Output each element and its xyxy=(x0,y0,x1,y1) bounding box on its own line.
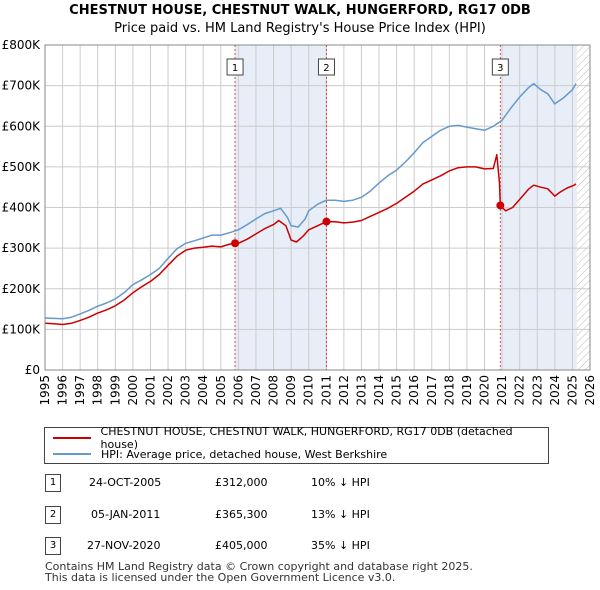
transaction-date: 05-JAN-2011 xyxy=(91,508,161,521)
transaction-number: 3 xyxy=(45,537,61,555)
x-tick-label: 1999 xyxy=(108,375,122,406)
y-tick-label: £500K xyxy=(2,160,42,174)
transaction-price: £405,000 xyxy=(215,539,268,552)
x-tick-label: 2008 xyxy=(267,375,281,406)
sale-label: 1 xyxy=(232,63,238,74)
x-tick-label: 1995 xyxy=(38,375,52,406)
x-tick-label: 2011 xyxy=(319,375,333,406)
sale-label-box xyxy=(226,58,244,76)
price-chart: 1 2 3 £0 £100K £200K £300K £400K £500K £600K £700… xyxy=(2,38,597,406)
sale-label-box xyxy=(491,58,509,76)
chart-title: CHESTNUT HOUSE, CHESTNUT WALK, HUNGERFOR… xyxy=(69,3,531,18)
x-tick-label: 2026 xyxy=(583,375,597,406)
sale-label: 3 xyxy=(497,63,503,74)
y-tick-label: £100K xyxy=(2,322,42,336)
y-tick-label: £300K xyxy=(2,241,42,255)
y-tick-label: £700K xyxy=(2,79,42,93)
transaction-date: 27-NOV-2020 xyxy=(87,539,161,552)
footer: Contains HM Land Registry data © Crown c… xyxy=(45,561,473,583)
x-tick-label: 2003 xyxy=(179,375,193,406)
x-tick-label: 1997 xyxy=(73,375,87,406)
sale-label-box xyxy=(317,58,335,76)
transaction-hpi: 13% ↓ HPI xyxy=(311,508,370,521)
x-tick-label: 2010 xyxy=(302,375,316,406)
legend-label-hpi: HPI: Average price, detached house, West… xyxy=(101,447,388,461)
x-tick-label: 2018 xyxy=(442,375,456,406)
transaction-price: £365,300 xyxy=(215,508,268,521)
x-tick-label: 2007 xyxy=(249,375,263,406)
legend-line-property xyxy=(53,437,91,439)
x-tick-label: 2024 xyxy=(548,375,562,406)
transaction-number: 2 xyxy=(45,506,61,524)
transaction-hpi: 35% ↓ HPI xyxy=(311,539,370,552)
x-tick-label: 2009 xyxy=(284,375,298,406)
sale-point xyxy=(322,217,331,226)
x-tick-label: 2013 xyxy=(354,375,368,406)
legend-line-hpi xyxy=(53,453,91,455)
x-tick-label: 2025 xyxy=(565,375,579,406)
x-tick-label: 2005 xyxy=(214,375,228,406)
sale-point xyxy=(231,239,240,248)
hpi-series-line xyxy=(45,82,577,320)
transaction-number: 1 xyxy=(45,474,61,492)
sale-label: 2 xyxy=(323,63,329,74)
x-tick-label: 2023 xyxy=(530,375,544,406)
y-tick-label: £200K xyxy=(2,282,42,296)
x-tick-label: 2017 xyxy=(425,375,439,406)
x-tick-label: 2020 xyxy=(478,375,492,406)
transaction-price: £312,000 xyxy=(215,476,268,489)
transaction-date: 24-OCT-2005 xyxy=(89,476,162,489)
legend-item-property: CHESTNUT HOUSE, CHESTNUT WALK, HUNGERFOR… xyxy=(53,425,548,451)
x-tick-label: 2015 xyxy=(390,375,404,406)
x-tick-label: 2014 xyxy=(372,375,386,406)
legend: CHESTNUT HOUSE, CHESTNUT WALK, HUNGERFOR… xyxy=(44,425,549,464)
legend-item-hpi: HPI: Average price, detached house, West… xyxy=(53,446,387,462)
x-tick-label: 2006 xyxy=(231,375,245,406)
x-tick-label: 2016 xyxy=(407,375,421,406)
x-tick-label: 2021 xyxy=(495,375,509,406)
x-tick-label: 2012 xyxy=(337,375,351,406)
footer-copyright: Contains HM Land Registry data © Crown c… xyxy=(45,560,473,573)
x-tick-label: 2001 xyxy=(143,375,157,406)
y-tick-label: £0 xyxy=(25,363,40,377)
transaction-hpi: 10% ↓ HPI xyxy=(311,476,370,489)
sale-point xyxy=(496,201,505,210)
x-tick-label: 1998 xyxy=(91,375,105,406)
y-tick-label: £400K xyxy=(2,201,42,215)
footer-license: This data is licensed under the Open Gov… xyxy=(45,571,396,584)
y-tick-label: £600K xyxy=(2,119,42,133)
chart-subtitle: Price paid vs. HM Land Registry's House … xyxy=(114,21,486,36)
x-tick-label: 1996 xyxy=(56,375,70,406)
x-tick-label: 2004 xyxy=(196,375,210,406)
plot-frame xyxy=(44,44,591,371)
x-tick-label: 2022 xyxy=(513,375,527,406)
x-tick-label: 2002 xyxy=(161,375,175,406)
y-tick-label: £800K xyxy=(2,38,42,52)
legend-label-property: CHESTNUT HOUSE, CHESTNUT WALK, HUNGERFOR… xyxy=(100,425,513,451)
x-tick-label: 2000 xyxy=(126,375,140,406)
x-tick-label: 2019 xyxy=(460,375,474,406)
